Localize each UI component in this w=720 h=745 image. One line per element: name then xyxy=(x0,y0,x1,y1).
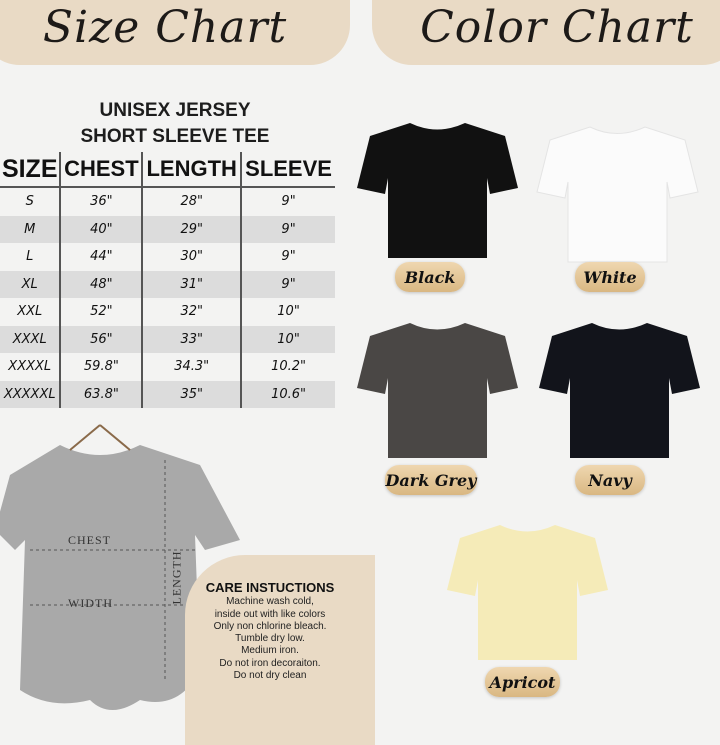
table-row: XXXXL 59.8" 34.3" 10.2" xyxy=(0,353,335,381)
width-label: WIDTH xyxy=(68,596,113,610)
column-header: SIZE xyxy=(0,152,62,188)
table-cell: 34.3" xyxy=(142,353,243,381)
care-line: Do not dry clean xyxy=(233,670,307,682)
tshirt-swatch xyxy=(536,126,699,263)
subtitle-line2: SHORT SLEEVE TEE xyxy=(80,126,270,147)
tshirt-swatch xyxy=(357,323,518,458)
chest-label: CHEST xyxy=(68,533,112,547)
column-header: SLEEVE xyxy=(241,152,335,188)
table-row: XXL 52" 32" 10" xyxy=(0,298,335,326)
color-label: Navy xyxy=(575,465,645,495)
care-line: Machine wash cold, xyxy=(226,596,314,608)
care-line: Tumble dry low. xyxy=(235,633,305,645)
care-title: CARE INSTUCTIONS xyxy=(205,580,335,595)
size-chart-title: Size Chart xyxy=(0,0,350,65)
color-label: Apricot xyxy=(485,667,560,697)
table-cell: 36" xyxy=(60,187,144,216)
table-cell: 33" xyxy=(142,325,243,353)
care-line: Only non chlorine bleach. xyxy=(213,620,327,632)
table-cell: XXXXXL xyxy=(0,380,62,408)
length-label: LENGTH xyxy=(169,550,184,605)
tshirt-swatch xyxy=(447,525,608,660)
care-line: inside out with like colors xyxy=(214,608,326,620)
table-cell: S xyxy=(0,187,62,216)
table-row: L 44" 30" 9" xyxy=(0,243,335,271)
table-cell: 32" xyxy=(142,298,243,326)
table-cell: 40" xyxy=(60,215,144,243)
table-cell: 35" xyxy=(142,380,243,408)
color-chart-title: Color Chart xyxy=(372,0,720,65)
table-row: M 40" 29" 9" xyxy=(0,215,335,243)
table-cell: 59.8" xyxy=(60,353,144,381)
column-header: LENGTH xyxy=(142,152,243,188)
color-label: Black xyxy=(395,262,465,292)
table-cell: 9" xyxy=(281,249,296,265)
tshirt-swatch xyxy=(539,323,700,458)
table-cell: 10" xyxy=(277,304,300,320)
table-cell: 30" xyxy=(142,243,243,271)
color-label: Dark Grey xyxy=(385,465,477,495)
table-cell: 9" xyxy=(281,194,296,210)
table-cell: 10.2" xyxy=(271,359,307,375)
table-row: XL 48" 31" 9" xyxy=(0,270,335,298)
subtitle-line1: UNISEX JERSEY xyxy=(99,100,251,121)
care-background xyxy=(185,555,375,745)
table-cell: 56" xyxy=(60,325,144,353)
size-table: SIZE CHEST LENGTH SLEEVE S 36" 28" 9" M 40" 29" 9"… xyxy=(0,152,335,408)
table-cell: M xyxy=(0,215,62,243)
table-cell: 31" xyxy=(142,270,243,298)
tshirt-swatch xyxy=(357,123,518,258)
care-line: Do not iron decoraiton. xyxy=(219,657,321,669)
table-row: XXXL 56" 33" 10" xyxy=(0,325,335,353)
table-cell: 63.8" xyxy=(60,380,144,408)
column-header: CHEST xyxy=(60,152,144,188)
table-cell: 10" xyxy=(241,325,335,353)
measurement-shirt-diagram xyxy=(0,424,240,710)
color-label: White xyxy=(575,262,645,292)
table-cell: 48" xyxy=(60,270,144,298)
table-cell: 28" xyxy=(142,187,243,216)
table-cell: XXL xyxy=(0,298,62,326)
table-cell: XXXL xyxy=(0,325,62,353)
care-line: Medium iron. xyxy=(241,645,299,657)
table-cell: XL xyxy=(0,270,62,298)
table-row: XXXXXL 63.8" 35" 10.6" xyxy=(0,380,335,408)
table-cell: 9" xyxy=(241,215,335,243)
care-instructions: CARE INSTUCTIONS Machine wash cold, insid… xyxy=(195,580,345,682)
table-cell: L xyxy=(0,243,62,271)
table-row: S 36" 28" 9" xyxy=(0,187,335,216)
table-cell: XXXXL xyxy=(0,353,62,381)
table-cell: 10.6" xyxy=(241,380,335,408)
table-cell: 52" xyxy=(60,298,144,326)
table-cell: 44" xyxy=(60,243,144,271)
table-cell: 29" xyxy=(142,215,243,243)
table-cell: 9" xyxy=(241,270,335,298)
